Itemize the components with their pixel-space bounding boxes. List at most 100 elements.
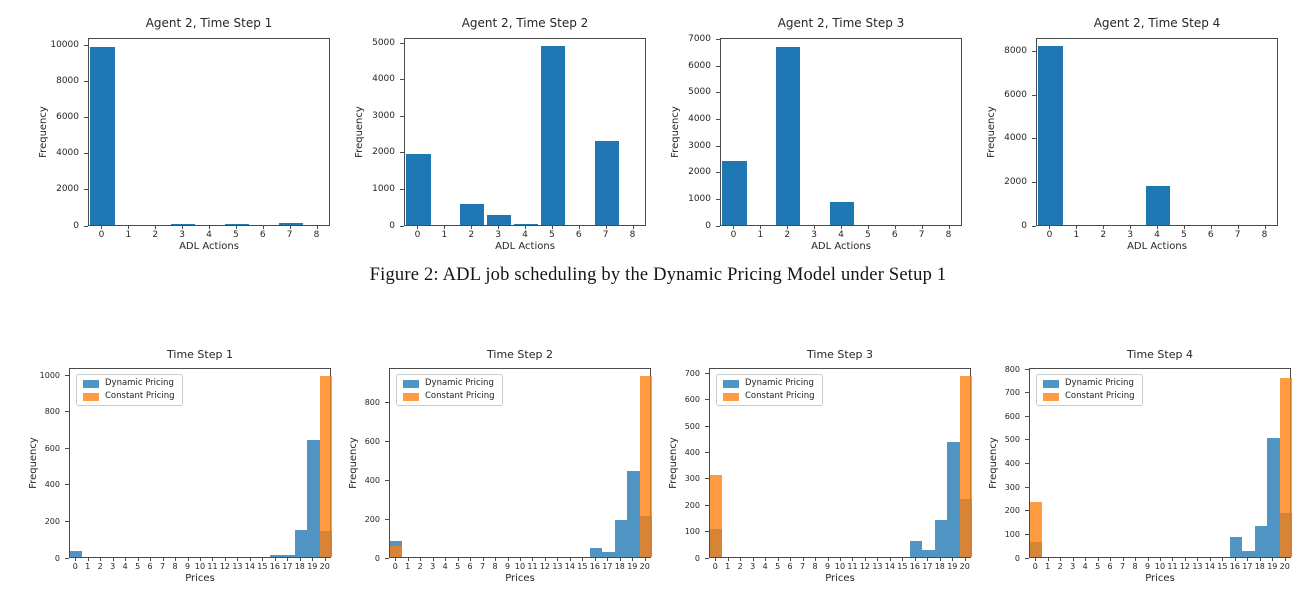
x-tick-mark	[299, 558, 301, 561]
bar	[589, 548, 603, 557]
y-axis-label: Frequency	[986, 106, 997, 158]
x-tick-mark	[727, 558, 729, 561]
x-tick-label: 2	[737, 562, 743, 571]
legend-item: Constant Pricing	[723, 392, 815, 401]
chart: Time Step 4 Frequency Dynamic Pricing Const…	[985, 346, 1301, 592]
x-tick-mark	[495, 558, 497, 561]
x-tick-mark	[827, 558, 829, 561]
x-tick-label: 3	[811, 230, 817, 240]
legend-label: Dynamic Pricing	[1065, 378, 1134, 388]
y-tick-mark	[716, 118, 720, 120]
x-tick-mark	[1076, 226, 1078, 229]
x-tick-label: 4	[122, 562, 128, 571]
x-tick-mark	[551, 226, 553, 229]
x-tick-label: 7	[1120, 562, 1126, 571]
plot-area	[404, 38, 646, 226]
y-tick-mark	[1025, 486, 1029, 488]
x-tick-label: 11	[207, 562, 218, 571]
x-tick-label: 6	[147, 562, 153, 571]
x-tick-label: 19	[307, 562, 318, 571]
y-tick-mark	[705, 478, 709, 480]
plot-area	[88, 38, 330, 226]
x-tick-mark	[557, 558, 559, 561]
y-tick-label: 6000	[688, 60, 711, 71]
x-tick-label: 7	[800, 562, 806, 571]
y-tick-mark	[1025, 557, 1029, 559]
bar	[909, 541, 923, 557]
y-tick-label: 6000	[56, 112, 79, 123]
x-tick-mark	[155, 226, 157, 229]
x-tick-label: 13	[552, 562, 563, 571]
y-tick-label: 5000	[688, 87, 711, 98]
y-tick-label: 200	[44, 516, 60, 526]
y-tick-label: 1000	[688, 193, 711, 204]
x-tick-mark	[1247, 558, 1249, 561]
x-tick-label: 15	[897, 562, 908, 571]
x-tick-label: 17	[1242, 562, 1253, 571]
y-tick-label: 0	[73, 220, 79, 231]
x-tick-label: 17	[602, 562, 613, 571]
x-tick-mark	[619, 558, 621, 561]
x-tick-mark	[470, 558, 472, 561]
y-tick-label: 4000	[56, 148, 79, 159]
x-tick-mark	[1222, 558, 1224, 561]
x-tick-mark	[740, 558, 742, 561]
y-tick-label: 4000	[372, 74, 395, 85]
x-tick-mark	[790, 558, 792, 561]
y-tick-label: 600	[364, 436, 380, 446]
x-tick-label: 4	[1154, 230, 1160, 240]
bar	[1279, 377, 1292, 557]
x-tick-label: 18	[614, 562, 625, 571]
y-tick-label: 400	[44, 480, 60, 490]
y-tick-label: 6000	[1004, 89, 1027, 100]
y-tick-mark	[716, 39, 720, 41]
x-tick-mark	[632, 226, 634, 229]
y-tick-label: 400	[684, 447, 700, 457]
x-tick-label: 3	[1070, 562, 1076, 571]
x-tick-mark	[1103, 226, 1105, 229]
x-tick-mark	[1072, 558, 1074, 561]
x-tick-mark	[852, 558, 854, 561]
y-tick-mark	[716, 172, 720, 174]
y-tick-mark	[705, 451, 709, 453]
y-tick-mark	[400, 188, 404, 190]
bar	[1030, 501, 1043, 557]
x-tick-label: 3	[179, 230, 185, 240]
x-tick-label: 2	[417, 562, 423, 571]
x-tick-label: 4	[522, 230, 528, 240]
chart: Time Step 2 Frequency Dynamic Pricing Const…	[345, 346, 661, 592]
x-tick-mark	[262, 558, 264, 561]
x-tick-label: 8	[172, 562, 178, 571]
x-tick-label: 13	[232, 562, 243, 571]
x-tick-label: 17	[922, 562, 933, 571]
x-tick-mark	[175, 558, 177, 561]
bar	[776, 46, 801, 225]
y-tick-mark	[1032, 51, 1036, 53]
chart-title: Time Step 3	[807, 348, 873, 361]
legend-label: Dynamic Pricing	[425, 378, 494, 388]
y-tick-label: 0	[1014, 553, 1020, 563]
x-tick-label: 20	[639, 562, 650, 571]
x-tick-mark	[1110, 558, 1112, 561]
x-tick-label: 15	[257, 562, 268, 571]
legend-label: Constant Pricing	[425, 391, 495, 401]
x-tick-mark	[150, 558, 152, 561]
x-tick-mark	[921, 226, 923, 229]
x-tick-label: 13	[872, 562, 883, 571]
y-tick-mark	[385, 401, 389, 403]
y-tick-mark	[1025, 392, 1029, 394]
plot-area	[1036, 38, 1278, 226]
chart-title: Agent 2, Time Step 1	[145, 16, 273, 30]
x-axis-label: Prices	[185, 573, 215, 584]
x-tick-mark	[889, 558, 891, 561]
y-tick-label: 200	[1004, 506, 1020, 516]
y-tick-label: 1000	[372, 183, 395, 194]
x-tick-label: 5	[233, 230, 239, 240]
y-tick-label: 600	[684, 395, 700, 405]
y-tick-label: 5000	[372, 37, 395, 48]
plot-area: Dynamic Pricing Constant Pricing	[709, 368, 972, 558]
y-tick-mark	[1032, 181, 1036, 183]
y-tick-label: 100	[684, 527, 700, 537]
x-tick-label: 2	[1100, 230, 1107, 240]
x-tick-label: 4	[442, 562, 448, 571]
